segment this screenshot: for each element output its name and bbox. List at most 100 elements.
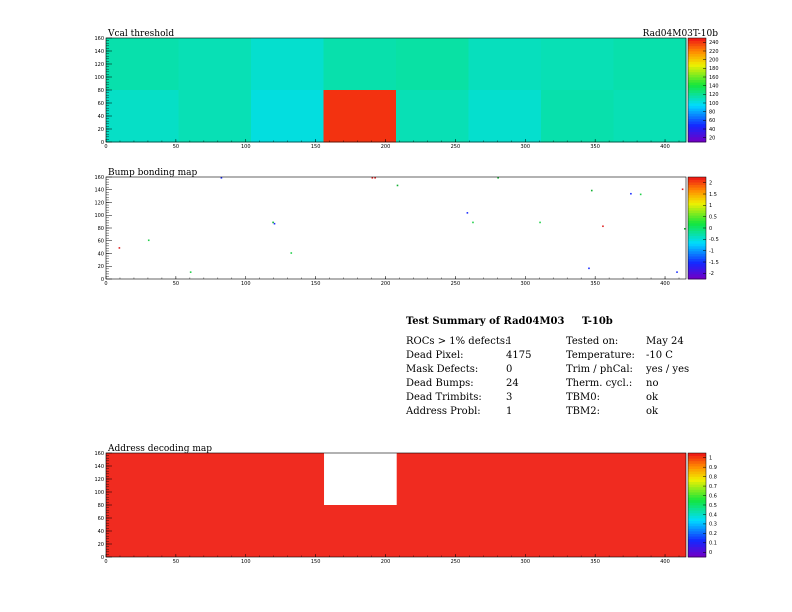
colorbar-band xyxy=(688,199,706,203)
colorbar-label: 120 xyxy=(709,92,719,98)
summary-value: no xyxy=(646,378,659,389)
colorbar-band xyxy=(688,217,706,221)
summary-label: TBM2: xyxy=(566,406,600,417)
summary-value: May 24 xyxy=(646,336,684,347)
x-tick-label: 0 xyxy=(104,144,107,150)
colorbar-band xyxy=(688,484,706,488)
x-tick-label: 50 xyxy=(173,144,179,150)
colorbar-band xyxy=(688,554,706,558)
colorbar-band xyxy=(688,100,706,104)
defect-point xyxy=(118,247,121,249)
colorbar-band xyxy=(688,486,706,490)
colorbar-band xyxy=(688,123,706,127)
colorbar-band xyxy=(688,525,706,529)
colorbar-band xyxy=(688,505,706,508)
colorbar-band xyxy=(688,194,706,198)
defect-point xyxy=(371,177,374,179)
colorbar-band xyxy=(688,528,706,532)
colorbar-band xyxy=(688,273,706,277)
defect-point xyxy=(472,221,474,224)
missing-region xyxy=(324,453,397,505)
colorbar-band xyxy=(688,197,706,201)
colorbar-band xyxy=(688,510,706,514)
y-tick-label: 60 xyxy=(98,101,104,107)
colorbar-band xyxy=(688,215,706,219)
summary-title-suffix: T-10b xyxy=(581,316,613,327)
y-tick-label: 160 xyxy=(94,451,104,457)
summary-value: 1 xyxy=(506,336,513,347)
roc-cell xyxy=(613,38,687,91)
summary-value: 1 xyxy=(506,406,513,417)
summary-value: -10 C xyxy=(646,350,673,361)
summary-label: TBM0: xyxy=(566,392,600,403)
colorbar-band xyxy=(688,205,706,208)
defect-point xyxy=(273,222,276,225)
colorbar-band xyxy=(688,473,706,477)
defect-point xyxy=(147,239,150,242)
colorbar-label: 0.5 xyxy=(709,214,717,220)
defect-point xyxy=(272,221,274,224)
roc-cell xyxy=(468,90,542,143)
colorbar-band xyxy=(688,110,706,114)
colorbar-band xyxy=(688,476,706,480)
colorbar-band xyxy=(688,92,706,96)
colorbar-label: 0.5 xyxy=(709,503,717,509)
colorbar-band xyxy=(688,210,706,214)
colorbar-band xyxy=(688,538,706,542)
colorbar-band xyxy=(688,453,706,456)
colorbar-band xyxy=(688,38,706,41)
colorbar-label: 20 xyxy=(709,135,715,141)
colorbar-band xyxy=(688,97,706,101)
colorbar-band xyxy=(688,494,706,498)
colorbar-band xyxy=(688,240,706,244)
summary-label: ROCs > 1% defects: xyxy=(406,336,509,347)
defect-point xyxy=(290,252,293,254)
colorbar-band xyxy=(688,507,706,511)
colorbar-label: 220 xyxy=(709,49,719,55)
x-tick-label: 150 xyxy=(311,144,321,150)
x-tick-label: 100 xyxy=(241,144,251,150)
colorbar-band xyxy=(688,84,706,88)
y-tick-label: 160 xyxy=(94,36,104,42)
colorbar-band xyxy=(688,253,706,257)
colorbar-band xyxy=(688,118,706,122)
defect-point xyxy=(590,189,593,192)
colorbar-label: -2 xyxy=(709,271,714,277)
colorbar-label: 1 xyxy=(709,456,712,462)
colorbar-band xyxy=(688,74,706,78)
colorbar-band xyxy=(688,536,706,540)
roc-cell xyxy=(106,38,179,91)
x-tick-label: 200 xyxy=(381,559,391,565)
y-tick-label: 60 xyxy=(98,516,104,522)
colorbar-band xyxy=(688,187,706,191)
colorbar-band xyxy=(688,533,706,537)
colorbar-band xyxy=(688,248,706,252)
colorbar-band xyxy=(688,45,706,49)
colorbar-band xyxy=(688,207,706,211)
colorbar-band xyxy=(688,71,706,75)
summary-value: 24 xyxy=(506,378,519,389)
summary-value: 3 xyxy=(506,392,513,403)
colorbar-label: 0.7 xyxy=(709,484,717,490)
y-tick-label: 80 xyxy=(98,88,104,94)
x-tick-label: 350 xyxy=(590,281,600,287)
colorbar-band xyxy=(688,499,706,503)
y-tick-label: 40 xyxy=(98,251,104,257)
colorbar-band xyxy=(688,139,706,143)
x-tick-label: 200 xyxy=(381,144,391,150)
chart-title: Bump bonding map xyxy=(108,168,198,178)
colorbar-band xyxy=(688,184,706,188)
y-tick-label: 20 xyxy=(98,127,104,133)
colorbar-label: 140 xyxy=(709,83,719,89)
x-tick-label: 200 xyxy=(381,281,391,287)
colorbar-band xyxy=(688,51,706,54)
y-tick-label: 20 xyxy=(98,542,104,548)
colorbar-band xyxy=(688,87,706,91)
x-tick-label: 50 xyxy=(173,281,179,287)
colorbar-band xyxy=(688,48,706,52)
colorbar-band xyxy=(688,455,706,459)
colorbar-band xyxy=(688,43,706,47)
